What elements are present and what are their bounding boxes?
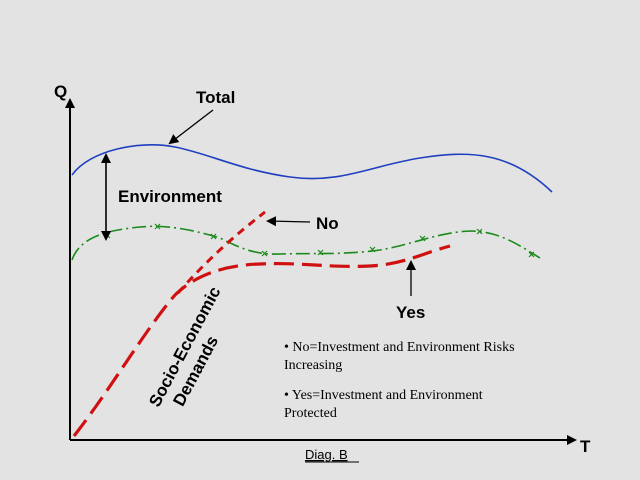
legend: • No=Investment and Environment Risks In…	[284, 340, 515, 421]
x-axis-label: T	[580, 437, 591, 456]
environment-marker	[154, 223, 161, 230]
environment-marker	[528, 251, 535, 258]
total-label: Total	[196, 88, 235, 107]
yes-label: Yes	[396, 303, 425, 322]
environment-curve	[71, 225, 541, 261]
environment-markers	[104, 223, 535, 258]
legend-yes-line1: • Yes=Investment and Environment	[284, 388, 483, 403]
diagram-caption: Diag. B	[305, 447, 348, 462]
no-branch-curve	[176, 210, 266, 294]
total-arrow	[168, 109, 214, 145]
no-label: No	[316, 214, 339, 233]
socio-economic-label: Socio-Economic Demands	[145, 283, 224, 410]
legend-no-line2: Increasing	[284, 358, 342, 373]
environment-marker	[369, 246, 376, 253]
legend-no-line1: • No=Investment and Environment Risks	[284, 340, 515, 355]
environment-marker	[317, 249, 324, 256]
environment-marker	[261, 250, 268, 257]
environment-marker	[419, 235, 426, 242]
total-curve	[71, 144, 553, 193]
no-arrow	[266, 216, 311, 227]
environment-marker	[476, 228, 483, 235]
environment-label: Environment	[118, 187, 222, 206]
y-axis-label: Q	[54, 82, 67, 101]
environment-marker	[210, 233, 217, 240]
socio-economic-curve	[72, 244, 451, 437]
legend-yes-line2: Protected	[284, 406, 337, 421]
